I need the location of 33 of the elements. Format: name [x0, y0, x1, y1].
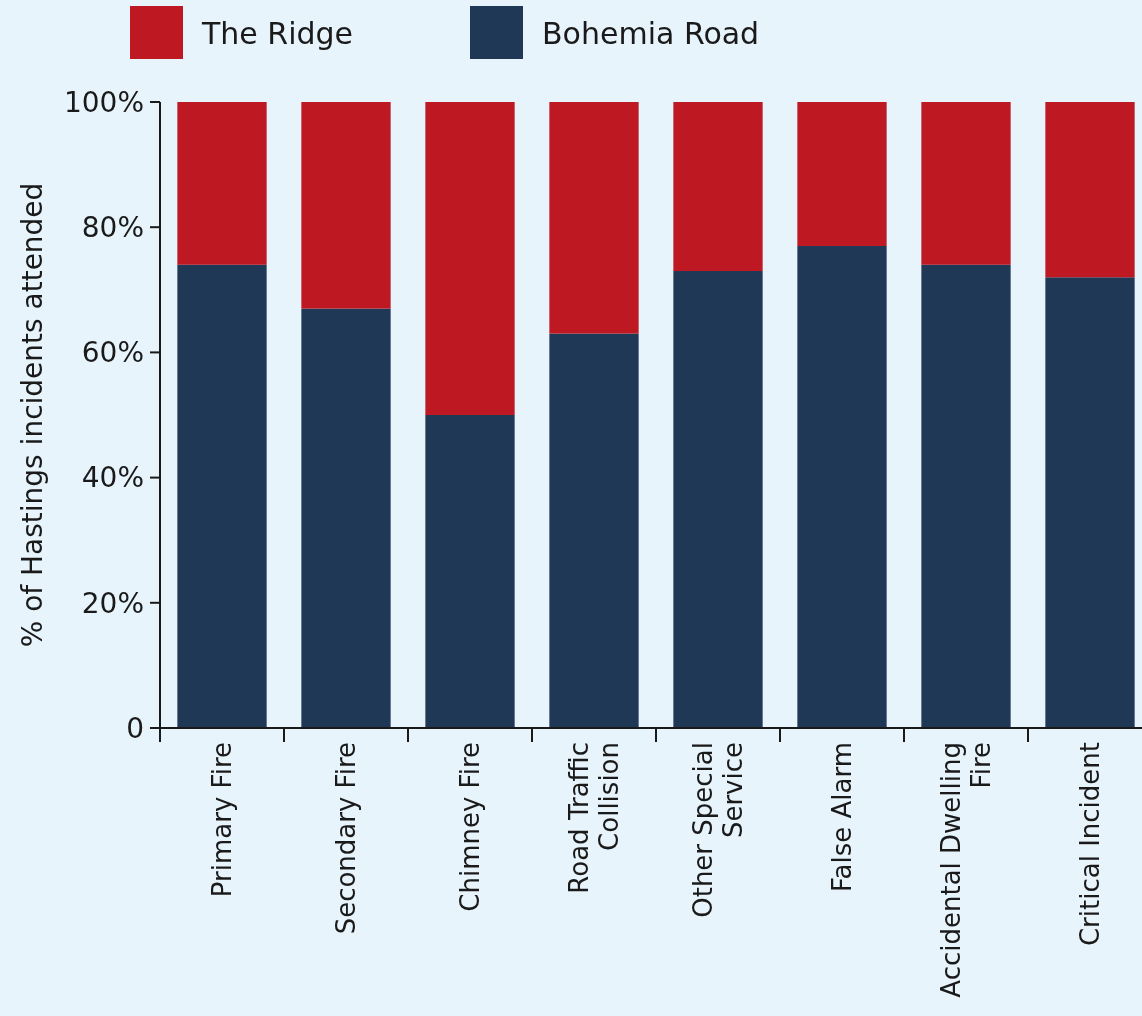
y-tick-label: 100%	[63, 85, 144, 119]
bar	[177, 102, 267, 265]
y-tick-label: 20%	[81, 586, 144, 620]
bar	[425, 415, 515, 728]
bar	[673, 271, 763, 728]
x-tick-label: Secondary Fire	[331, 742, 361, 935]
bar	[1045, 277, 1135, 728]
x-tick-label: Critical Incident	[1075, 742, 1105, 947]
y-tick-label: 0	[126, 711, 144, 745]
bar	[921, 102, 1011, 265]
x-tick-label: Chimney Fire	[455, 742, 485, 912]
y-tick-label: 60%	[81, 336, 144, 370]
bar	[921, 264, 1011, 728]
x-tick-label: Road Traffic Collision	[564, 742, 624, 894]
bar	[177, 264, 267, 728]
x-tick-label: Primary Fire	[207, 742, 237, 898]
legend-label: Bohemia Road	[542, 16, 760, 51]
bar	[549, 102, 639, 334]
y-axis-title: % of Hastings incidents attended	[16, 182, 49, 648]
bar	[673, 102, 763, 272]
legend-label: The Ridge	[201, 16, 354, 51]
x-tick-label: Accidental Dwelling Fire	[936, 742, 996, 998]
x-tick-label: False Alarm	[827, 742, 857, 893]
bar	[425, 102, 515, 415]
bar	[549, 333, 639, 728]
x-tick-label: Other Special Service	[688, 742, 748, 918]
bar	[797, 102, 887, 246]
bar	[1045, 102, 1135, 278]
bar	[301, 102, 391, 309]
y-tick-label: 40%	[81, 461, 144, 495]
bar	[797, 245, 887, 728]
bar	[301, 308, 391, 728]
y-tick-label: 80%	[81, 211, 144, 244]
